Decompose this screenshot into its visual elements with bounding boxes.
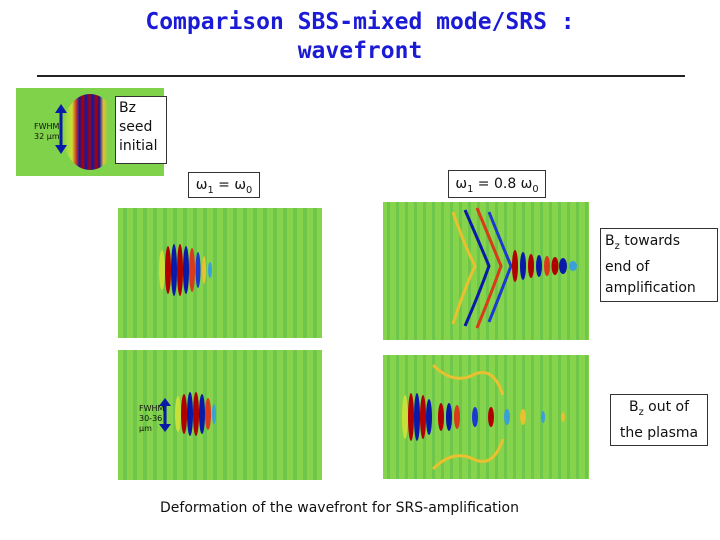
seed-fwhm-label: FWHM 32 µm [34, 122, 60, 141]
out-of-plasma-label: Bz out of the plasma [610, 394, 708, 446]
omega-equal-label: ω1 = ω0 [188, 172, 260, 198]
figure-caption: Deformation of the wavefront for SRS-amp… [160, 500, 519, 516]
plot-top-right [383, 202, 589, 340]
omega-ratio-label: ω1 = 0.8 ω0 [448, 170, 546, 198]
title-divider [37, 75, 685, 77]
out-fwhm-label: FWHM 30-36 µm [139, 404, 165, 433]
seed-fwhm-arrow-icon [55, 104, 67, 154]
field-bottom-left [118, 350, 322, 480]
end-of-amplification-label: Bz towards end of amplification [600, 228, 718, 302]
field-top-left [118, 208, 322, 338]
slide-title: Comparison SBS-mixed mode/SRS : wavefron… [0, 8, 720, 66]
field-top-right [383, 202, 589, 340]
plot-bottom-right [383, 355, 589, 479]
seed-label-box: Bz seed initial [115, 96, 167, 164]
plot-top-left [118, 208, 322, 338]
field-bottom-right [383, 355, 589, 479]
out-fwhm-arrow-icon [159, 398, 171, 432]
title-line-1: Comparison SBS-mixed mode/SRS : [145, 9, 575, 35]
plot-bottom-left [118, 350, 322, 480]
title-line-2: wavefront [297, 38, 423, 64]
